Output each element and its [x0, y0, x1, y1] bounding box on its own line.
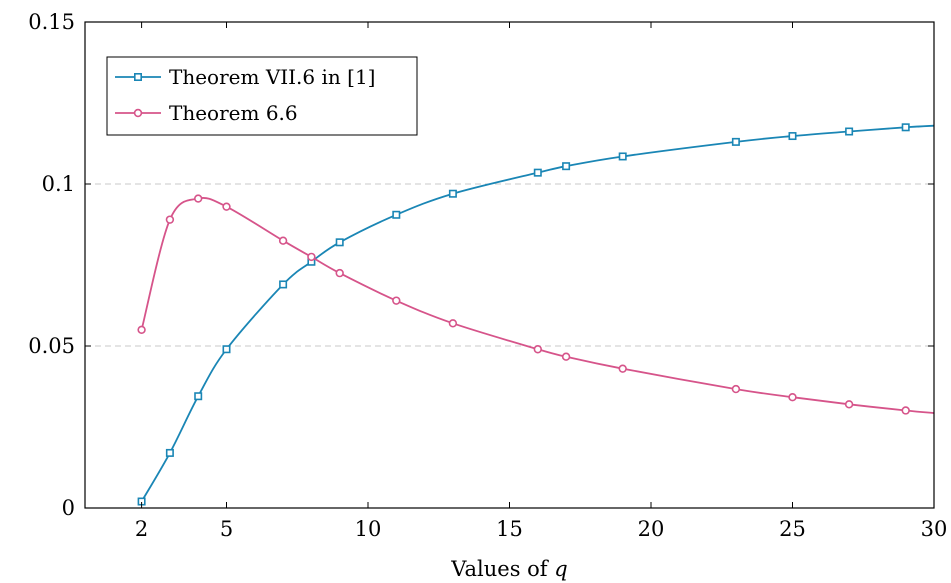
- data-point: [788, 392, 797, 402]
- data-point: [392, 296, 401, 305]
- data-point: [194, 392, 203, 401]
- data-point: [845, 127, 854, 136]
- series-layer: [137, 123, 935, 506]
- legend-box: [106, 56, 418, 136]
- data-point: [788, 132, 797, 141]
- legend-label: Theorem 6.6: [169, 101, 298, 125]
- x-tick-label: 2: [135, 517, 148, 541]
- data-point: [562, 162, 571, 171]
- data-point: [222, 202, 231, 211]
- y-tick-label: 0.15: [28, 10, 75, 34]
- data-point: [335, 238, 344, 247]
- x-tick-label: 20: [638, 517, 665, 541]
- data-point: [448, 189, 457, 198]
- x-axis-label-var: q: [554, 557, 567, 581]
- x-axis-label: Values of q: [450, 557, 567, 581]
- x-tick-label: 5: [220, 517, 233, 541]
- data-point: [561, 352, 571, 361]
- legend: Theorem VII.6 in [1] Theorem 6.6: [106, 56, 418, 136]
- legend-swatch-marker: [133, 108, 143, 118]
- data-point: [222, 345, 231, 354]
- legend-swatch-marker: [134, 73, 143, 82]
- data-point: [731, 137, 740, 146]
- data-point: [194, 194, 203, 203]
- data-point: [448, 319, 458, 328]
- data-point: [844, 400, 854, 409]
- data-point: [165, 215, 175, 224]
- data-point: [335, 268, 344, 278]
- x-tick-label: 30: [921, 517, 948, 541]
- data-point: [307, 252, 316, 262]
- grid-lines: [85, 183, 934, 347]
- data-point: [901, 406, 910, 415]
- x-axis-label-text: Values of: [450, 557, 554, 581]
- series-1: [137, 123, 935, 506]
- data-point: [901, 123, 910, 132]
- data-point: [618, 364, 627, 373]
- data-point: [278, 236, 288, 245]
- y-tick-label: 0.1: [42, 172, 75, 196]
- data-point: [392, 210, 401, 219]
- data-point: [618, 152, 627, 161]
- y-tick-label: 0.05: [28, 334, 75, 358]
- series-2: [137, 194, 935, 415]
- data-point: [533, 345, 542, 354]
- x-tick-label: 10: [355, 517, 382, 541]
- data-point: [731, 384, 741, 394]
- series-line: [140, 197, 935, 414]
- legend-label: Theorem VII.6 in [1]: [169, 65, 375, 89]
- data-point: [533, 168, 542, 177]
- data-point: [137, 325, 146, 334]
- data-point: [279, 280, 288, 289]
- series-line: [140, 124, 935, 502]
- data-point: [165, 448, 174, 457]
- y-tick-label: 0: [62, 496, 75, 520]
- x-tick-label: 15: [496, 517, 523, 541]
- x-tick-label: 25: [779, 517, 806, 541]
